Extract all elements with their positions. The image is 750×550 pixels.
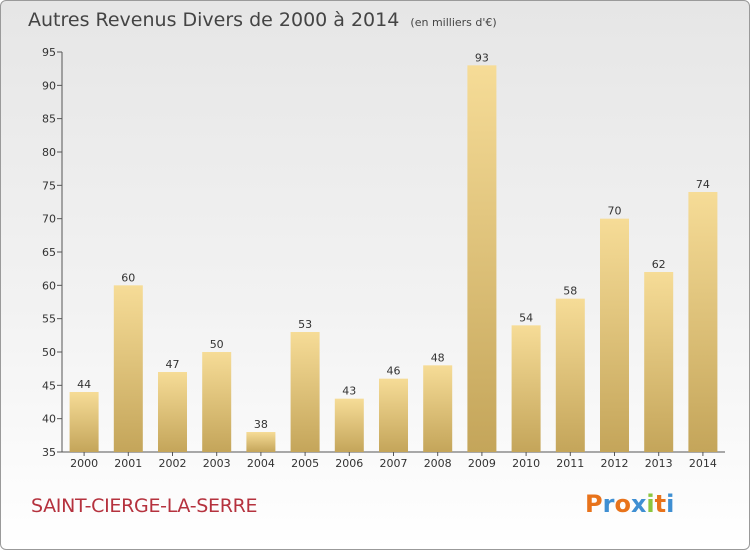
value-label-2000: 44 bbox=[77, 378, 91, 391]
bar-2002 bbox=[158, 372, 187, 452]
x-tick-label-2010: 2010 bbox=[512, 457, 540, 470]
value-label-2012: 70 bbox=[608, 205, 622, 218]
chart-subtitle: (en milliers d'€) bbox=[410, 16, 497, 29]
y-tick-label: 50 bbox=[42, 346, 56, 359]
x-tick-label-2008: 2008 bbox=[424, 457, 452, 470]
bar-2010 bbox=[511, 325, 541, 452]
value-label-2009: 93 bbox=[475, 51, 489, 64]
x-tick-label-2003: 2003 bbox=[203, 457, 231, 470]
x-tick-label-2012: 2012 bbox=[601, 457, 629, 470]
value-label-2006: 43 bbox=[342, 385, 356, 398]
y-tick-label: 90 bbox=[42, 79, 56, 92]
x-tick-label-2013: 2013 bbox=[645, 457, 673, 470]
value-label-2008: 48 bbox=[431, 351, 445, 364]
y-tick-label: 65 bbox=[42, 246, 56, 259]
bar-2009 bbox=[467, 65, 497, 452]
y-tick-label: 45 bbox=[42, 379, 56, 392]
bar-2013 bbox=[644, 272, 674, 452]
value-label-2010: 54 bbox=[519, 311, 533, 324]
labels: 2000 44 2001 60 2002 47 2003 50 2004 38 2005 53 2006… bbox=[70, 51, 717, 470]
value-label-2013: 62 bbox=[652, 258, 666, 271]
x-tick-label-2002: 2002 bbox=[159, 457, 187, 470]
logo-letter: o bbox=[614, 490, 631, 518]
bar-2006 bbox=[334, 398, 364, 452]
logo-letter: i bbox=[666, 490, 675, 518]
x-tick-label-2007: 2007 bbox=[380, 457, 408, 470]
x-tick-label-2011: 2011 bbox=[556, 457, 584, 470]
bar-2000 bbox=[69, 392, 99, 452]
value-label-2001: 60 bbox=[121, 271, 135, 284]
value-label-2003: 50 bbox=[210, 338, 224, 351]
y-tick-label: 85 bbox=[42, 113, 56, 126]
logo-letter: r bbox=[602, 490, 615, 518]
x-tick-label-2014: 2014 bbox=[689, 457, 717, 470]
bar-2004 bbox=[246, 432, 276, 452]
value-label-2007: 46 bbox=[387, 365, 401, 378]
y-tick-label: 75 bbox=[42, 179, 56, 192]
bar-2005 bbox=[290, 332, 320, 452]
logo-letter: t bbox=[654, 490, 667, 518]
bar-2012 bbox=[600, 218, 629, 452]
y-tick-label: 95 bbox=[42, 46, 56, 59]
bar-2001 bbox=[113, 285, 143, 452]
x-tick-label-2006: 2006 bbox=[335, 457, 363, 470]
x-tick-label-2004: 2004 bbox=[247, 457, 275, 470]
y-tick-label: 35 bbox=[42, 446, 56, 459]
bar-2014 bbox=[688, 192, 718, 452]
proxiti-logo[interactable]: Proxiti bbox=[585, 490, 674, 518]
bar-2011 bbox=[555, 298, 585, 452]
bar-2007 bbox=[379, 378, 408, 452]
y-tick-label: 40 bbox=[42, 413, 56, 426]
bar-2003 bbox=[202, 352, 232, 452]
y-tick-label: 80 bbox=[42, 146, 56, 159]
y-tick-label: 55 bbox=[42, 313, 56, 326]
y-tick-label: 60 bbox=[42, 279, 56, 292]
bars bbox=[69, 65, 718, 452]
x-tick-label-2009: 2009 bbox=[468, 457, 496, 470]
logo-letter: x bbox=[630, 490, 647, 518]
value-label-2004: 38 bbox=[254, 418, 268, 431]
value-label-2005: 53 bbox=[298, 318, 312, 331]
value-label-2002: 47 bbox=[166, 358, 180, 371]
value-label-2014: 74 bbox=[696, 178, 710, 191]
x-tick-label-2005: 2005 bbox=[291, 457, 319, 470]
bar-2008 bbox=[423, 365, 453, 452]
place-name: SAINT-CIERGE-LA-SERRE bbox=[31, 495, 258, 517]
value-label-2011: 58 bbox=[563, 285, 577, 298]
y-tick-label: 70 bbox=[42, 213, 56, 226]
x-tick-label-2000: 2000 bbox=[70, 457, 98, 470]
chart-title-block: Autres Revenus Divers de 2000 à 2014 (en… bbox=[28, 9, 497, 31]
x-tick-label-2001: 2001 bbox=[114, 457, 142, 470]
logo-letter: P bbox=[585, 490, 603, 518]
logo-letter: i bbox=[646, 490, 655, 518]
chart-title: Autres Revenus Divers de 2000 à 2014 bbox=[28, 9, 400, 31]
